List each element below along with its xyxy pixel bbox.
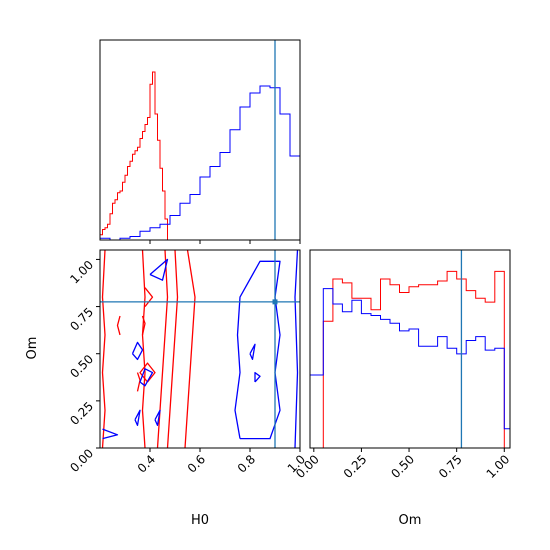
contour-line-series-2 [254, 371, 261, 383]
contour-line-series-1 [184, 250, 196, 448]
contour-line-series-1 [144, 287, 154, 308]
contour-layer [101, 250, 299, 448]
om-marginal-panel: 0.00 0.25 0.50 0.75 1.00 [293, 249, 513, 481]
contour-line-series-2 [294, 250, 299, 448]
om-y-tick-label: 0.25 [67, 399, 96, 428]
h0-histogram-series-2 [99, 85, 301, 241]
contour-line-series-2 [131, 341, 144, 361]
contour-line-series-2 [249, 343, 256, 361]
contour-line-series-1 [141, 315, 146, 336]
om-y-tick-label: 0.50 [67, 352, 96, 381]
om-y-tick-label: 0.75 [67, 305, 96, 334]
om-histogram-series-2 [309, 288, 511, 448]
contour-line-series-2 [102, 428, 119, 440]
om-marginal-frame [309, 249, 511, 449]
h0-x-tick-label: 0.8 [235, 452, 258, 475]
om-x-tick-label: 0.50 [388, 452, 417, 481]
contour-line-series-1 [116, 315, 121, 336]
contour-line-series-1 [136, 372, 141, 392]
h0-x-tick-label: 0.6 [185, 452, 208, 475]
contour-panel-frame [99, 249, 301, 449]
om-x-tick-label: 1.00 [484, 452, 513, 481]
om-histogram-series-1 [313, 270, 505, 449]
h0-histogram-series-1 [99, 71, 170, 241]
h0-om-contour-panel: 0.4 0.6 0.8 1.00.000.250.500.751.00 [67, 249, 308, 476]
h0-axis-label: H0 [191, 513, 209, 528]
om-x-tick-label: 0.75 [436, 452, 465, 481]
om-y-tick-label: 0.00 [67, 446, 96, 475]
om-x-tick-label: 0.25 [341, 452, 370, 481]
contour-line-series-1 [101, 250, 106, 448]
om-x-axis-label: Om [399, 513, 422, 528]
contour-line-series-2 [154, 409, 161, 427]
om-y-tick-label: 1.00 [67, 258, 96, 287]
contour-line-series-2 [134, 409, 141, 427]
h0-marginal-panel [99, 39, 301, 244]
contour-line-series-2 [234, 260, 281, 440]
contour-line-series-1 [166, 250, 179, 448]
contour-line-series-1 [141, 250, 146, 448]
h0-marginal-frame [99, 39, 301, 241]
contour-line-series-2 [139, 368, 154, 387]
om-y-axis-label: Om [25, 337, 40, 360]
truth-point-marker [272, 299, 278, 305]
h0-x-tick-label: 0.4 [135, 452, 158, 475]
contour-line-series-2 [149, 258, 169, 281]
